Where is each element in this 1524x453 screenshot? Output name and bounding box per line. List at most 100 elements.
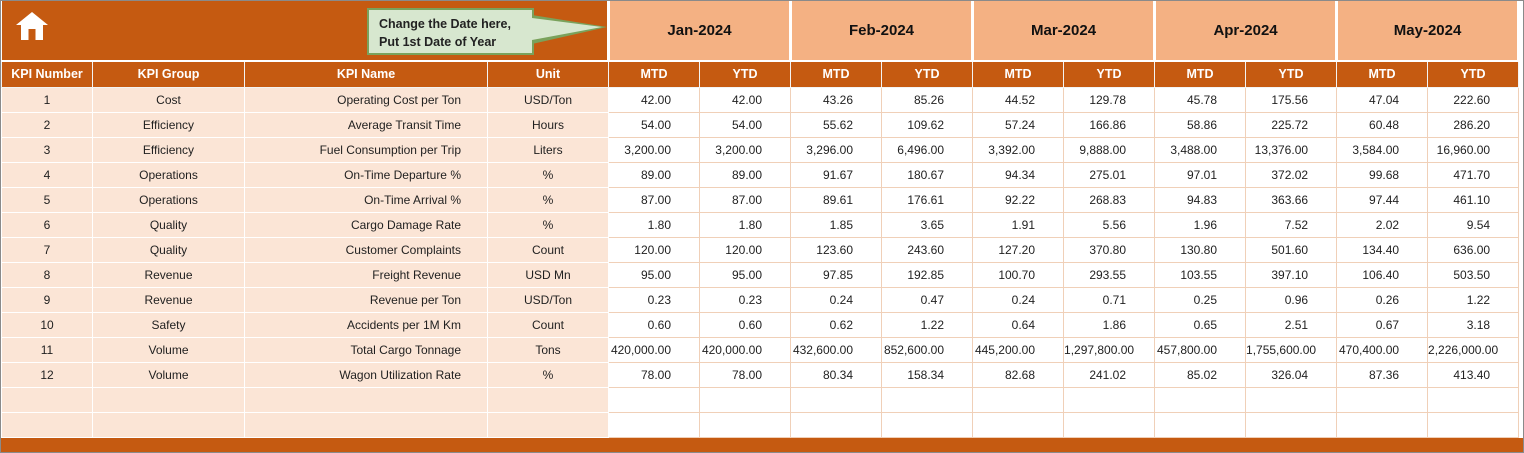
kpi-value-cell[interactable]: 0.25 xyxy=(1154,286,1247,313)
empty-cell[interactable] xyxy=(1,411,93,438)
kpi-value-cell[interactable]: 3,392.00 xyxy=(972,136,1065,163)
kpi-value-cell[interactable]: 3.18 xyxy=(1427,311,1520,338)
kpi-value-cell[interactable]: 54.00 xyxy=(699,111,791,138)
kpi-number-cell[interactable]: 5 xyxy=(1,186,93,213)
kpi-value-cell[interactable]: 94.83 xyxy=(1154,186,1247,213)
kpi-value-cell[interactable]: 1.80 xyxy=(608,211,700,238)
kpi-unit-cell[interactable]: USD/Ton xyxy=(487,286,609,313)
kpi-value-cell[interactable]: 457,800.00 xyxy=(1154,336,1247,363)
kpi-value-cell[interactable]: 5.56 xyxy=(1063,211,1156,238)
kpi-value-cell[interactable]: 89.00 xyxy=(699,161,791,188)
kpi-value-cell[interactable]: 78.00 xyxy=(699,361,791,388)
kpi-number-cell[interactable]: 3 xyxy=(1,136,93,163)
kpi-value-cell[interactable]: 461.10 xyxy=(1427,186,1520,213)
kpi-value-cell[interactable]: 127.20 xyxy=(972,236,1065,263)
kpi-value-cell[interactable]: 9.54 xyxy=(1427,211,1520,238)
kpi-value-cell[interactable]: 123.60 xyxy=(790,236,882,263)
kpi-unit-cell[interactable]: % xyxy=(487,186,609,213)
kpi-value-cell[interactable]: 1.96 xyxy=(1154,211,1247,238)
kpi-value-cell[interactable]: 89.00 xyxy=(608,161,700,188)
kpi-value-cell[interactable]: 97.85 xyxy=(790,261,882,288)
kpi-value-cell[interactable]: 158.34 xyxy=(880,361,974,388)
kpi-value-cell[interactable]: 503.50 xyxy=(1427,261,1520,288)
kpi-value-cell[interactable]: 120.00 xyxy=(608,236,700,263)
kpi-group-cell[interactable]: Operations xyxy=(92,186,245,213)
kpi-group-cell[interactable]: Efficiency xyxy=(92,111,245,138)
kpi-value-cell[interactable]: 243.60 xyxy=(880,236,974,263)
kpi-value-cell[interactable]: 268.83 xyxy=(1063,186,1156,213)
kpi-group-cell[interactable]: Revenue xyxy=(92,261,245,288)
empty-cell[interactable] xyxy=(699,411,791,438)
kpi-value-cell[interactable]: 91.67 xyxy=(790,161,882,188)
kpi-value-cell[interactable]: 0.23 xyxy=(699,286,791,313)
kpi-value-cell[interactable]: 134.40 xyxy=(1336,236,1429,263)
kpi-value-cell[interactable]: 2.02 xyxy=(1336,211,1429,238)
empty-cell[interactable] xyxy=(608,411,700,438)
kpi-name-cell[interactable]: Wagon Utilization Rate xyxy=(244,361,488,388)
kpi-value-cell[interactable]: 55.62 xyxy=(790,111,882,138)
kpi-unit-cell[interactable]: % xyxy=(487,161,609,188)
kpi-name-cell[interactable]: On-Time Arrival % xyxy=(244,186,488,213)
kpi-number-cell[interactable]: 1 xyxy=(1,86,93,113)
empty-cell[interactable] xyxy=(699,386,791,413)
empty-cell[interactable] xyxy=(1245,386,1338,413)
kpi-value-cell[interactable]: 0.67 xyxy=(1336,311,1429,338)
empty-cell[interactable] xyxy=(608,386,700,413)
kpi-value-cell[interactable]: 192.85 xyxy=(880,261,974,288)
kpi-unit-cell[interactable]: Liters xyxy=(487,136,609,163)
kpi-value-cell[interactable]: 0.96 xyxy=(1245,286,1338,313)
empty-cell[interactable] xyxy=(1336,386,1429,413)
kpi-group-cell[interactable]: Volume xyxy=(92,336,245,363)
kpi-value-cell[interactable]: 1,755,600.00 xyxy=(1245,336,1338,363)
kpi-value-cell[interactable]: 0.64 xyxy=(972,311,1065,338)
kpi-name-cell[interactable]: Total Cargo Tonnage xyxy=(244,336,488,363)
kpi-value-cell[interactable]: 97.01 xyxy=(1154,161,1247,188)
kpi-value-cell[interactable]: 3,488.00 xyxy=(1154,136,1247,163)
kpi-unit-cell[interactable]: Count xyxy=(487,236,609,263)
kpi-value-cell[interactable]: 85.26 xyxy=(880,86,974,113)
empty-cell[interactable] xyxy=(487,411,609,438)
kpi-number-cell[interactable]: 12 xyxy=(1,361,93,388)
kpi-value-cell[interactable]: 1.80 xyxy=(699,211,791,238)
kpi-value-cell[interactable]: 0.60 xyxy=(608,311,700,338)
kpi-unit-cell[interactable]: Tons xyxy=(487,336,609,363)
kpi-value-cell[interactable]: 16,960.00 xyxy=(1427,136,1520,163)
kpi-unit-cell[interactable]: % xyxy=(487,211,609,238)
empty-cell[interactable] xyxy=(972,386,1065,413)
kpi-value-cell[interactable]: 470,400.00 xyxy=(1336,336,1429,363)
kpi-number-cell[interactable]: 9 xyxy=(1,286,93,313)
kpi-value-cell[interactable]: 95.00 xyxy=(699,261,791,288)
empty-cell[interactable] xyxy=(1336,411,1429,438)
kpi-group-cell[interactable]: Quality xyxy=(92,236,245,263)
kpi-value-cell[interactable]: 471.70 xyxy=(1427,161,1520,188)
kpi-value-cell[interactable]: 99.68 xyxy=(1336,161,1429,188)
empty-cell[interactable] xyxy=(1154,411,1247,438)
kpi-value-cell[interactable]: 3,584.00 xyxy=(1336,136,1429,163)
kpi-value-cell[interactable]: 0.26 xyxy=(1336,286,1429,313)
kpi-value-cell[interactable]: 44.52 xyxy=(972,86,1065,113)
kpi-number-cell[interactable]: 6 xyxy=(1,211,93,238)
kpi-value-cell[interactable]: 363.66 xyxy=(1245,186,1338,213)
month-header-may[interactable]: May-2024 xyxy=(1335,1,1521,62)
kpi-value-cell[interactable]: 120.00 xyxy=(699,236,791,263)
kpi-value-cell[interactable]: 129.78 xyxy=(1063,86,1156,113)
kpi-value-cell[interactable]: 57.24 xyxy=(972,111,1065,138)
kpi-value-cell[interactable]: 60.48 xyxy=(1336,111,1429,138)
kpi-value-cell[interactable]: 0.23 xyxy=(608,286,700,313)
kpi-value-cell[interactable]: 94.34 xyxy=(972,161,1065,188)
kpi-name-cell[interactable]: Cargo Damage Rate xyxy=(244,211,488,238)
kpi-number-cell[interactable]: 7 xyxy=(1,236,93,263)
kpi-value-cell[interactable]: 413.40 xyxy=(1427,361,1520,388)
kpi-value-cell[interactable]: 13,376.00 xyxy=(1245,136,1338,163)
kpi-value-cell[interactable]: 3,296.00 xyxy=(790,136,882,163)
kpi-value-cell[interactable]: 1.86 xyxy=(1063,311,1156,338)
kpi-group-cell[interactable]: Safety xyxy=(92,311,245,338)
kpi-name-cell[interactable]: Freight Revenue xyxy=(244,261,488,288)
kpi-value-cell[interactable]: 6,496.00 xyxy=(880,136,974,163)
kpi-value-cell[interactable]: 78.00 xyxy=(608,361,700,388)
kpi-group-cell[interactable]: Quality xyxy=(92,211,245,238)
empty-cell[interactable] xyxy=(1245,411,1338,438)
kpi-number-cell[interactable]: 11 xyxy=(1,336,93,363)
kpi-value-cell[interactable]: 2.51 xyxy=(1245,311,1338,338)
kpi-value-cell[interactable]: 0.71 xyxy=(1063,286,1156,313)
